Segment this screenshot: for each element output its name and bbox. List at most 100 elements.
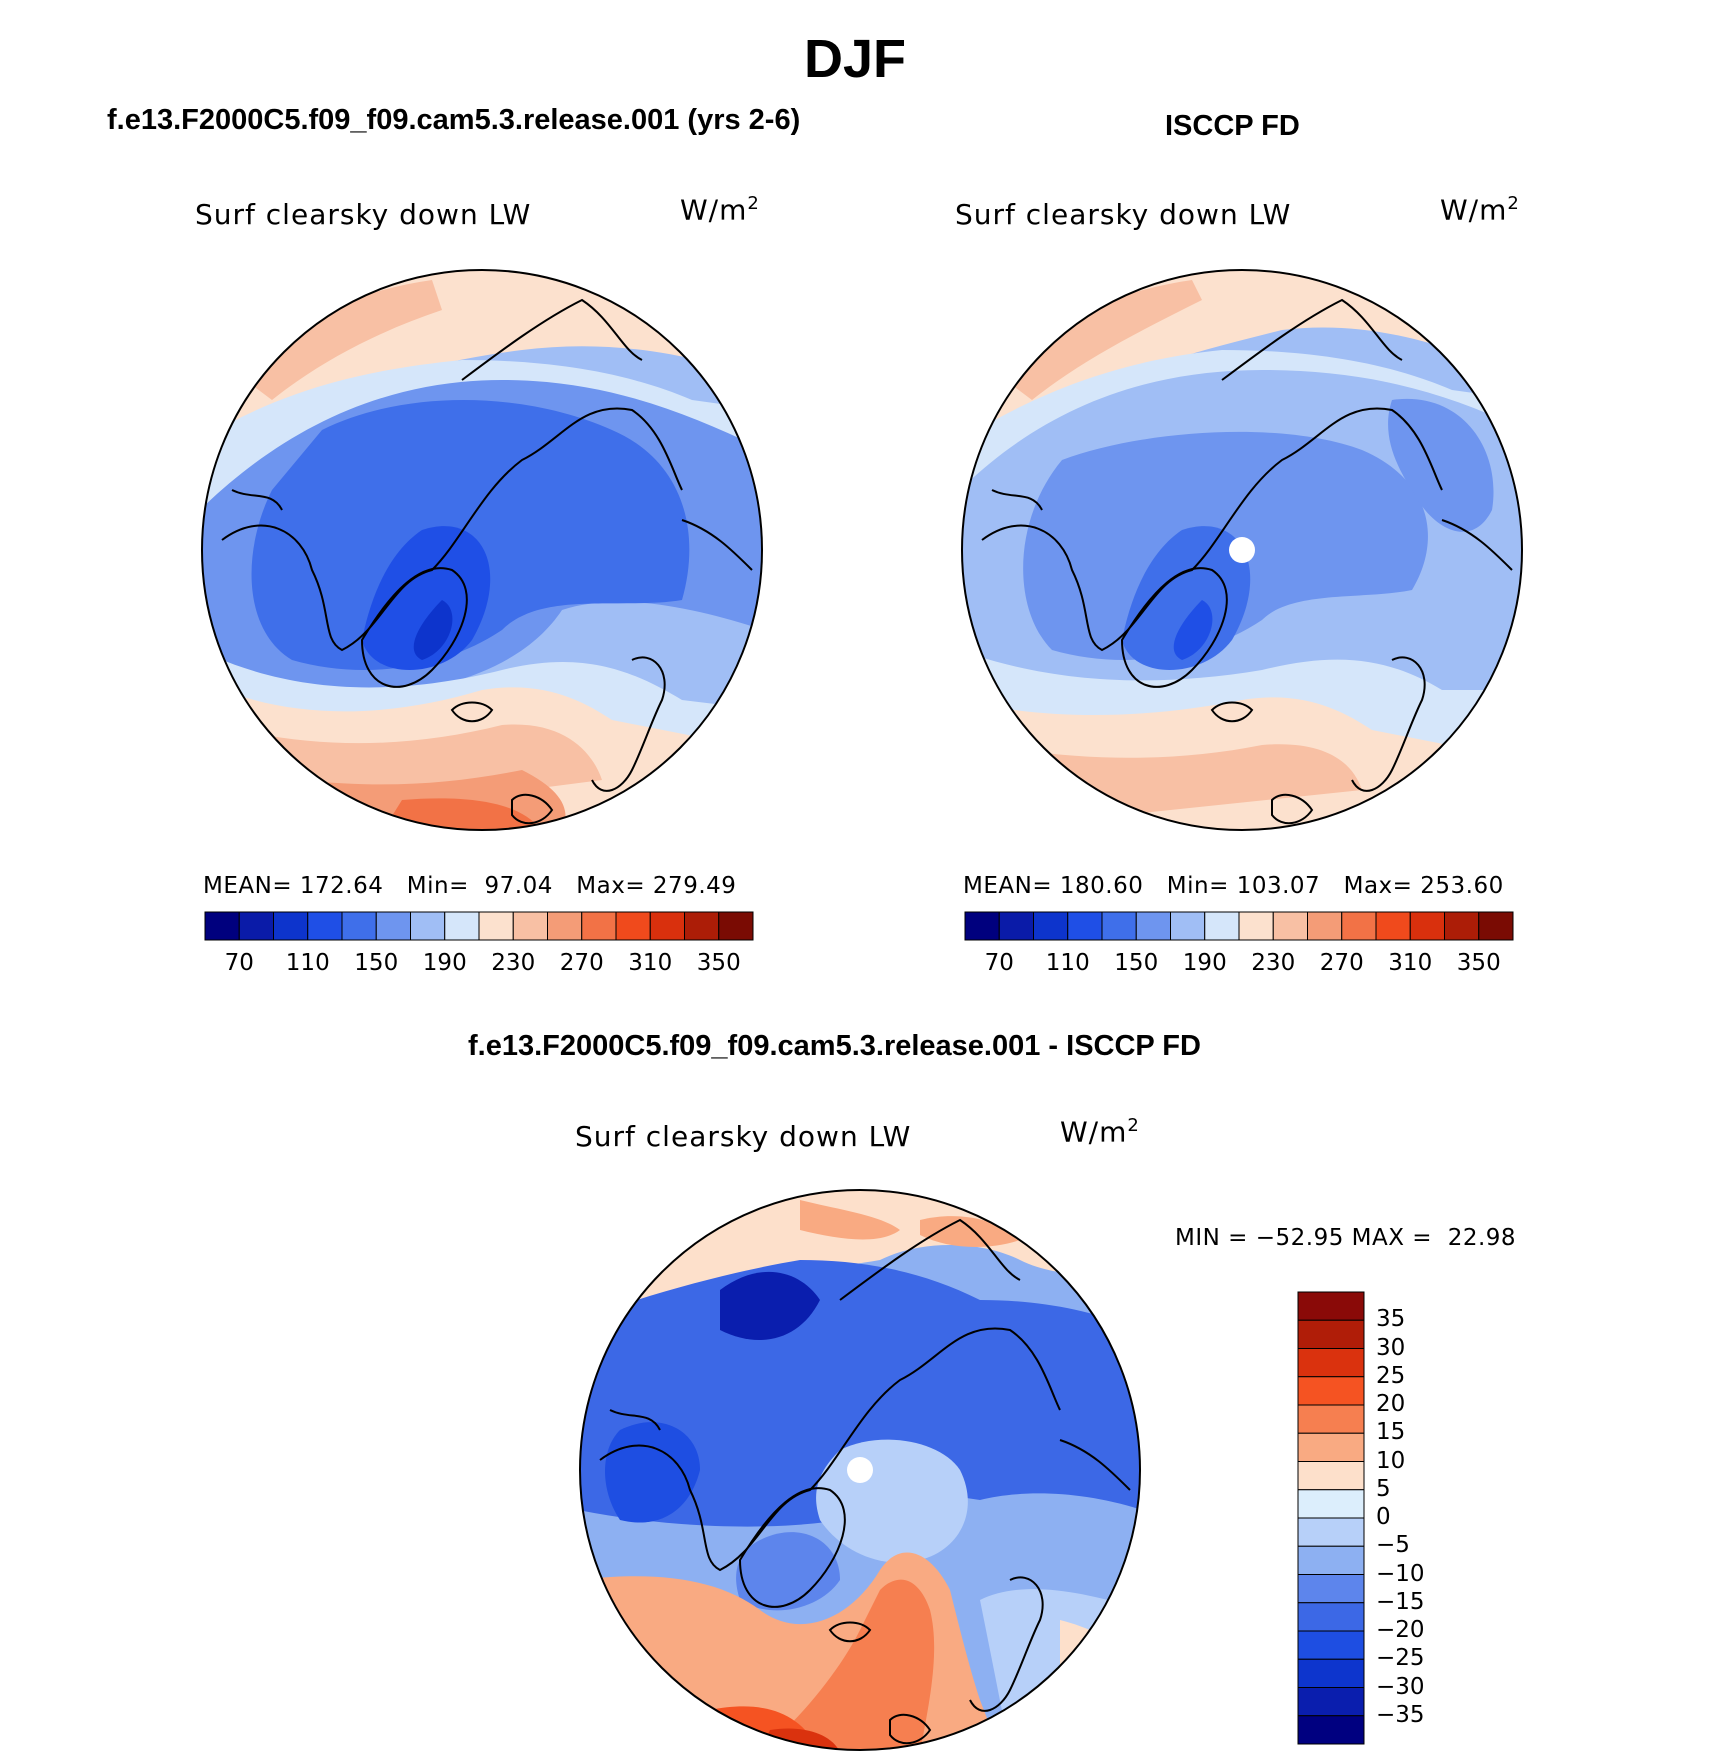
colorbar-swatch	[1297, 1376, 1365, 1406]
colorbar-tick-label: 270	[1319, 950, 1364, 976]
colorbar-swatch	[684, 911, 720, 941]
model-colorbar	[204, 911, 754, 941]
colorbar-swatch	[1297, 1545, 1365, 1575]
colorbar-swatch	[1204, 911, 1240, 941]
colorbar-swatch	[615, 911, 651, 941]
colorbar-swatch	[1170, 911, 1206, 941]
colorbar-tick-label: 70	[984, 950, 1014, 976]
diff-variable-label: Surf clearsky down LW	[575, 1120, 912, 1153]
model-polar-map	[201, 269, 763, 831]
diff-unit-label: W/m2	[1060, 1115, 1140, 1149]
colorbar-tick-label: −30	[1376, 1673, 1425, 1700]
colorbar-tick-label: −15	[1376, 1588, 1425, 1615]
colorbar-tick-label: 110	[1045, 950, 1090, 976]
colorbar-tick-label: 70	[224, 950, 254, 976]
colorbar-tick-label: 310	[1388, 950, 1433, 976]
colorbar-tick-label: 20	[1376, 1391, 1406, 1417]
colorbar-swatch	[998, 911, 1034, 941]
colorbar-tick-label: −10	[1376, 1560, 1425, 1587]
colorbar-tick-label: −5	[1376, 1532, 1410, 1559]
model-panel-subtitle: f.e13.F2000C5.f09_f09.cam5.3.release.001…	[107, 104, 801, 136]
colorbar-swatch	[547, 911, 583, 941]
colorbar-swatch	[1297, 1715, 1365, 1745]
figure-title: DJF	[803, 29, 906, 89]
colorbar-tick-label: −20	[1376, 1617, 1425, 1643]
colorbar-tick-label: 150	[1114, 950, 1159, 976]
colorbar-swatch	[1033, 911, 1069, 941]
colorbar-swatch	[1297, 1687, 1365, 1717]
colorbar-swatch	[1297, 1432, 1365, 1462]
diff-colorbar-ticks: 35 30 25 20 15 10 5 0 −5 −10 −15 −20 −25 −30 −35	[1376, 1292, 1456, 1744]
colorbar-swatch	[204, 911, 240, 941]
colorbar-swatch	[1101, 911, 1137, 941]
colorbar-swatch	[1067, 911, 1103, 941]
colorbar-swatch	[375, 911, 411, 941]
diff-colorbar	[1297, 1291, 1365, 1745]
colorbar-tick-label: 30	[1376, 1334, 1406, 1361]
colorbar-swatch	[1272, 911, 1308, 941]
obs-polar-map	[961, 269, 1523, 831]
colorbar-swatch	[718, 911, 754, 941]
colorbar-swatch	[1297, 1630, 1365, 1660]
colorbar-swatch	[1238, 911, 1274, 941]
obs-variable-label: Surf clearsky down LW	[955, 198, 1292, 231]
diff-polar-map	[579, 1189, 1141, 1751]
colorbar-tick-label: −25	[1376, 1645, 1425, 1672]
diff-panel-subtitle: f.e13.F2000C5.f09_f09.cam5.3.release.001…	[468, 1030, 1201, 1062]
obs-panel-subtitle: ISCCP FD	[1165, 110, 1300, 142]
colorbar-swatch	[1297, 1404, 1365, 1434]
colorbar-swatch	[1297, 1517, 1365, 1547]
colorbar-swatch	[649, 911, 685, 941]
colorbar-swatch	[964, 911, 1000, 941]
colorbar-swatch	[1297, 1348, 1365, 1378]
model-unit-label: W/m2	[680, 193, 760, 227]
colorbar-swatch	[307, 911, 343, 941]
colorbar-tick-label: 230	[491, 950, 536, 976]
colorbar-tick-label: 25	[1376, 1362, 1406, 1389]
colorbar-swatch	[341, 911, 377, 941]
colorbar-tick-label: 10	[1376, 1447, 1406, 1474]
model-colorbar-ticks: 70 110 150 190 230 270 310 350	[205, 950, 753, 980]
colorbar-tick-label: 230	[1251, 950, 1296, 976]
colorbar-tick-label: 110	[285, 950, 330, 976]
colorbar-swatch	[1297, 1461, 1365, 1491]
obs-colorbar	[964, 911, 1514, 941]
colorbar-swatch	[1297, 1602, 1365, 1632]
colorbar-tick-label: 35	[1376, 1306, 1406, 1333]
colorbar-tick-label: 0	[1376, 1504, 1391, 1530]
colorbar-swatch	[1307, 911, 1343, 941]
colorbar-swatch	[1297, 1574, 1365, 1604]
colorbar-swatch	[444, 911, 480, 941]
colorbar-swatch	[410, 911, 446, 941]
colorbar-tick-label: 310	[628, 950, 673, 976]
colorbar-swatch	[1297, 1489, 1365, 1519]
colorbar-swatch	[1409, 911, 1445, 941]
colorbar-swatch	[478, 911, 514, 941]
model-variable-label: Surf clearsky down LW	[195, 198, 532, 231]
colorbar-swatch	[512, 911, 548, 941]
colorbar-tick-label: 150	[354, 950, 399, 976]
colorbar-tick-label: 350	[696, 950, 741, 976]
colorbar-tick-label: 190	[1182, 950, 1227, 976]
colorbar-swatch	[1297, 1319, 1365, 1349]
colorbar-swatch	[1135, 911, 1171, 941]
colorbar-swatch	[1375, 911, 1411, 941]
colorbar-tick-label: 15	[1376, 1419, 1406, 1446]
colorbar-swatch	[1297, 1291, 1365, 1321]
diff-stats: MIN = −52.95 MAX = 22.98	[1175, 1225, 1517, 1251]
obs-unit-label: W/m2	[1440, 193, 1520, 227]
colorbar-swatch	[273, 911, 309, 941]
colorbar-swatch	[1444, 911, 1480, 941]
obs-colorbar-ticks: 70 110 150 190 230 270 310 350	[965, 950, 1513, 980]
colorbar-swatch	[581, 911, 617, 941]
colorbar-tick-label: −35	[1376, 1701, 1425, 1728]
model-stats: MEAN= 172.64 Min= 97.04 Max= 279.49	[203, 873, 737, 899]
colorbar-swatch	[238, 911, 274, 941]
colorbar-swatch	[1341, 911, 1377, 941]
colorbar-tick-label: 190	[422, 950, 467, 976]
colorbar-swatch	[1478, 911, 1514, 941]
colorbar-tick-label: 270	[559, 950, 604, 976]
obs-stats: MEAN= 180.60 Min= 103.07 Max= 253.60	[963, 873, 1504, 899]
colorbar-tick-label: 350	[1456, 950, 1501, 976]
colorbar-swatch	[1297, 1658, 1365, 1688]
